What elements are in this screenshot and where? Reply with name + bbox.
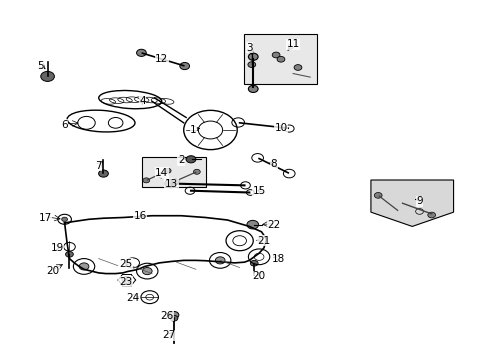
Text: 16: 16 bbox=[133, 211, 146, 221]
Circle shape bbox=[122, 276, 131, 284]
Circle shape bbox=[215, 257, 224, 264]
Text: 23: 23 bbox=[119, 277, 132, 287]
Text: 17: 17 bbox=[39, 212, 52, 222]
Text: 15: 15 bbox=[252, 186, 265, 196]
Text: 22: 22 bbox=[266, 220, 280, 230]
Circle shape bbox=[427, 212, 435, 218]
Bar bbox=[244, 33, 317, 84]
Text: 27: 27 bbox=[162, 330, 175, 341]
Circle shape bbox=[99, 170, 108, 177]
Circle shape bbox=[247, 62, 255, 67]
Text: 7: 7 bbox=[95, 161, 102, 171]
Circle shape bbox=[186, 156, 196, 163]
Circle shape bbox=[142, 178, 149, 183]
Text: 14: 14 bbox=[155, 168, 168, 178]
Circle shape bbox=[65, 251, 73, 257]
Circle shape bbox=[61, 217, 67, 221]
Text: 2: 2 bbox=[178, 156, 184, 165]
Text: 9: 9 bbox=[415, 197, 422, 206]
Circle shape bbox=[79, 263, 89, 270]
Text: 8: 8 bbox=[270, 159, 276, 169]
Circle shape bbox=[272, 52, 280, 58]
Text: 20: 20 bbox=[252, 271, 265, 282]
Polygon shape bbox=[370, 180, 453, 226]
Text: 26: 26 bbox=[160, 311, 173, 321]
Circle shape bbox=[142, 267, 152, 275]
Text: 13: 13 bbox=[164, 179, 178, 189]
Text: 3: 3 bbox=[245, 43, 252, 53]
Text: 10: 10 bbox=[274, 123, 287, 133]
Circle shape bbox=[41, 71, 54, 81]
Text: 20: 20 bbox=[46, 266, 59, 276]
Circle shape bbox=[164, 168, 171, 173]
Text: 19: 19 bbox=[51, 243, 64, 253]
Circle shape bbox=[170, 315, 178, 321]
Circle shape bbox=[164, 179, 176, 188]
Text: 11: 11 bbox=[286, 39, 299, 49]
Circle shape bbox=[180, 63, 189, 69]
Text: 21: 21 bbox=[257, 236, 270, 246]
Circle shape bbox=[293, 64, 301, 70]
Circle shape bbox=[250, 260, 258, 266]
Text: 18: 18 bbox=[271, 253, 285, 264]
Circle shape bbox=[248, 85, 258, 93]
Text: 5: 5 bbox=[37, 61, 43, 71]
Circle shape bbox=[277, 57, 285, 62]
Circle shape bbox=[172, 179, 179, 184]
Text: 12: 12 bbox=[155, 54, 168, 64]
Circle shape bbox=[136, 49, 146, 57]
Text: 1: 1 bbox=[190, 125, 196, 135]
Circle shape bbox=[248, 53, 258, 60]
Text: 25: 25 bbox=[119, 259, 132, 269]
Circle shape bbox=[169, 311, 179, 319]
Bar bbox=[142, 157, 205, 187]
Text: 4: 4 bbox=[139, 96, 145, 107]
Circle shape bbox=[373, 193, 381, 198]
Text: 6: 6 bbox=[61, 120, 68, 130]
Text: 24: 24 bbox=[126, 293, 139, 303]
Circle shape bbox=[193, 169, 200, 174]
Circle shape bbox=[246, 220, 258, 229]
